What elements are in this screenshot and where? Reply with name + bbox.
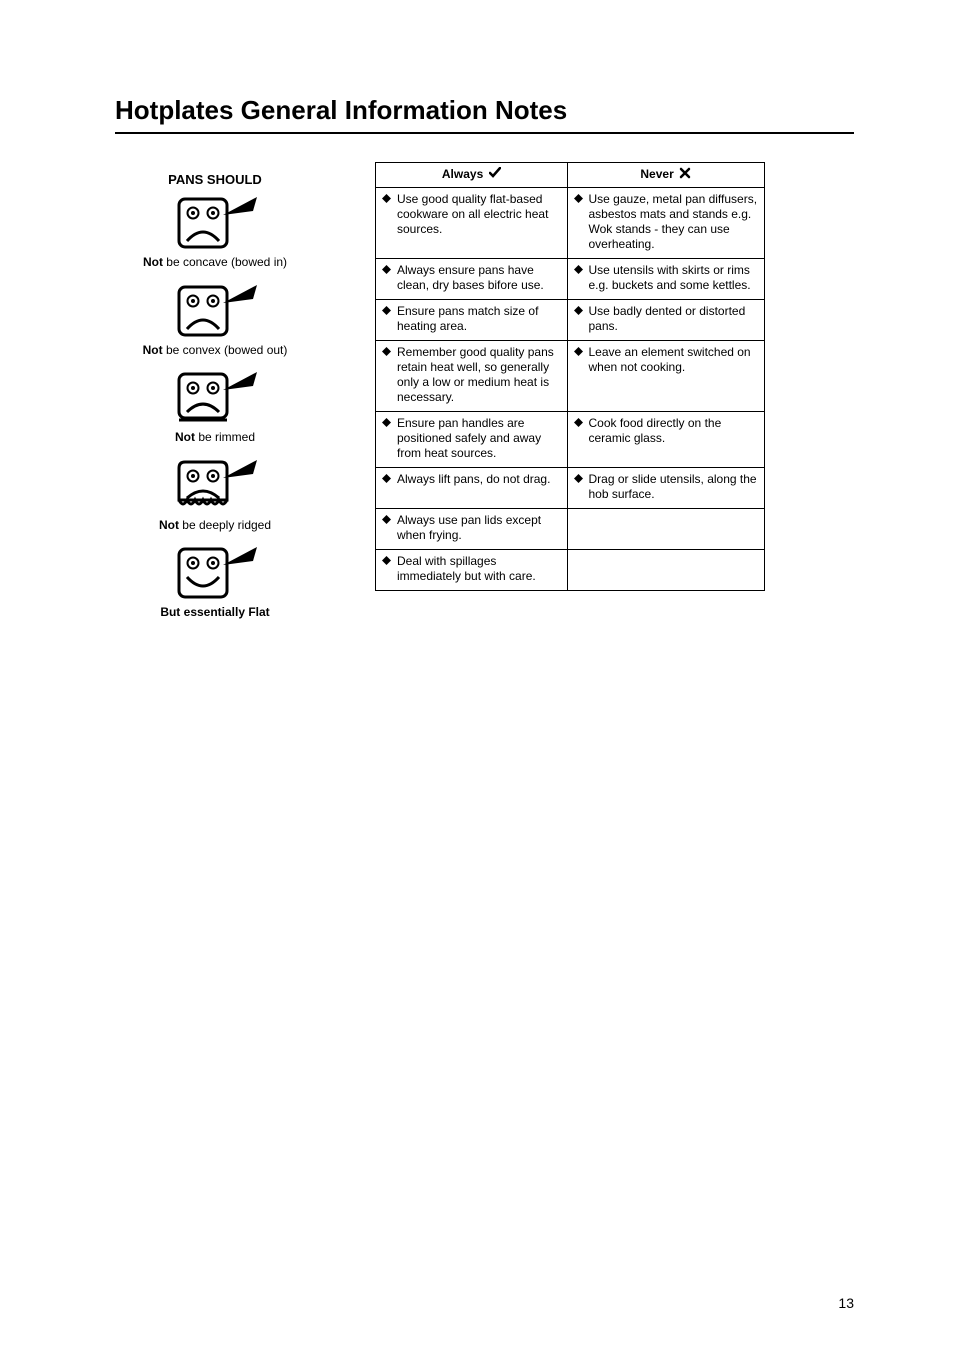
pan-rimmed-icon (173, 368, 257, 428)
pan-concave: Not be concave (bowed in) (115, 193, 315, 271)
table-cell-always: Always use pan lids except when frying. (376, 509, 568, 550)
check-icon (489, 167, 501, 183)
bullet-icon (382, 345, 391, 405)
pans-header: PANS SHOULD (115, 172, 315, 187)
table-cell-never (567, 509, 765, 550)
bullet-icon (382, 304, 391, 334)
pan-convex: Not be convex (bowed out) (115, 281, 315, 359)
cell-text: Leave an element switched on when not co… (589, 345, 759, 375)
header-always: Always (376, 163, 568, 188)
bullet-icon (574, 472, 583, 502)
bullet-icon (574, 416, 583, 446)
title-rule (115, 132, 854, 134)
bullet-icon (574, 304, 583, 334)
pan-concave-icon (173, 193, 257, 253)
table-cell-always: Ensure pan handles are positioned safely… (376, 412, 568, 468)
bullet-icon (574, 263, 583, 293)
pan-convex-caption: Not be convex (bowed out) (115, 343, 315, 359)
header-never: Never (567, 163, 765, 188)
table-cell-never: Cook food directly on the ceramic glass. (567, 412, 765, 468)
bullet-icon (382, 192, 391, 237)
bullet-icon (382, 513, 391, 543)
pans-column: PANS SHOULD Not be concave (bowed in) (115, 162, 315, 631)
pan-flat-icon (173, 543, 257, 603)
table-cell-never: Use badly dented or distorted pans. (567, 300, 765, 341)
cell-text: Use badly dented or distorted pans. (589, 304, 759, 334)
table-cell-always: Deal with spillages immediately but with… (376, 550, 568, 591)
bullet-icon (382, 263, 391, 293)
bullet-icon (382, 554, 391, 584)
table-cell-always: Ensure pans match size of heating area. (376, 300, 568, 341)
bullet-icon (382, 416, 391, 461)
pan-ridged-caption: Not be deeply ridged (115, 518, 315, 534)
table-cell-always: Always lift pans, do not drag. (376, 468, 568, 509)
cell-text: Ensure pan handles are positioned safely… (397, 416, 561, 461)
table-cell-never: Leave an element switched on when not co… (567, 341, 765, 412)
table-cell-always: Remember good quality pans retain heat w… (376, 341, 568, 412)
content-row: PANS SHOULD Not be concave (bowed in) (115, 162, 854, 631)
pan-rimmed-caption: Not be rimmed (115, 430, 315, 446)
cell-text: Always use pan lids except when frying. (397, 513, 561, 543)
bullet-icon (574, 192, 583, 252)
page-number: 13 (838, 1295, 854, 1311)
pan-ridged: Not be deeply ridged (115, 456, 315, 534)
cell-text: Use gauze, metal pan diffusers, asbestos… (589, 192, 759, 252)
table-cell-never: Use utensils with skirts or rims e.g. bu… (567, 259, 765, 300)
pan-ridged-icon (173, 456, 257, 516)
pan-rimmed: Not be rimmed (115, 368, 315, 446)
bullet-icon (382, 472, 391, 487)
always-never-table: Always Never Use good quality flat-based… (375, 162, 765, 591)
cell-text: Cook food directly on the ceramic glass. (589, 416, 759, 446)
pan-flat-caption: But essentially Flat (115, 605, 315, 621)
cell-text: Remember good quality pans retain heat w… (397, 345, 561, 405)
bullet-icon (574, 345, 583, 375)
pan-flat: But essentially Flat (115, 543, 315, 621)
cell-text: Use good quality flat-based cookware on … (397, 192, 561, 237)
cell-text: Always lift pans, do not drag. (397, 472, 561, 487)
pan-concave-caption: Not be concave (bowed in) (115, 255, 315, 271)
cross-icon (679, 167, 691, 183)
table-cell-always: Use good quality flat-based cookware on … (376, 188, 568, 259)
cell-text: Always ensure pans have clean, dry bases… (397, 263, 561, 293)
cell-text: Drag or slide utensils, along the hob su… (589, 472, 759, 502)
table-cell-never: Drag or slide utensils, along the hob su… (567, 468, 765, 509)
table-cell-never (567, 550, 765, 591)
table-column: Always Never Use good quality flat-based… (375, 162, 854, 631)
table-cell-always: Always ensure pans have clean, dry bases… (376, 259, 568, 300)
table-cell-never: Use gauze, metal pan diffusers, asbestos… (567, 188, 765, 259)
cell-text: Ensure pans match size of heating area. (397, 304, 561, 334)
page-title: Hotplates General Information Notes (115, 95, 854, 126)
pan-convex-icon (173, 281, 257, 341)
cell-text: Use utensils with skirts or rims e.g. bu… (589, 263, 759, 293)
cell-text: Deal with spillages immediately but with… (397, 554, 561, 584)
